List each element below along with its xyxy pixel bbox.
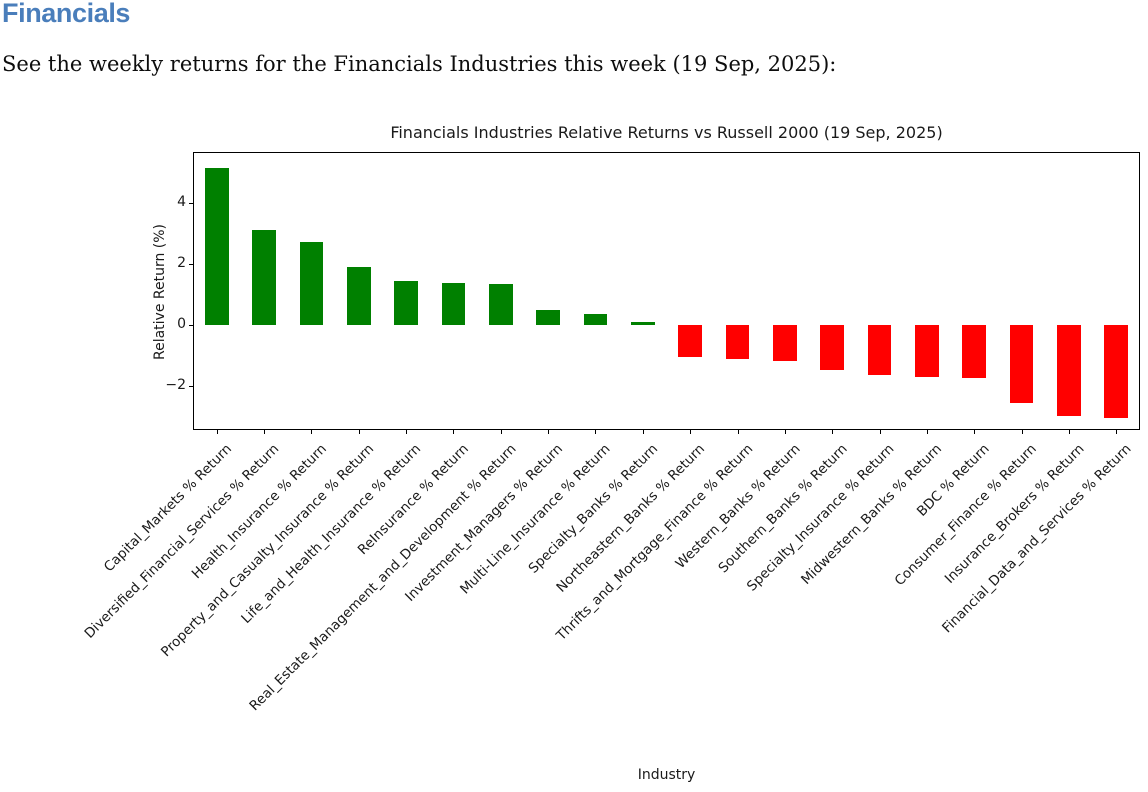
x-tick [784, 430, 786, 434]
x-tick [264, 430, 266, 434]
bar [1009, 324, 1034, 403]
bar [630, 322, 655, 325]
y-tick [189, 385, 193, 387]
x-tick [1021, 430, 1023, 434]
bar [678, 324, 702, 357]
x-tick [406, 430, 408, 434]
bar [536, 310, 560, 325]
x-tick [737, 430, 739, 434]
x-tick [358, 430, 360, 434]
x-tick [1068, 430, 1070, 434]
bar [725, 324, 750, 359]
x-tick [216, 430, 218, 434]
y-tick-label: 4 [177, 193, 186, 210]
x-tick [974, 430, 976, 434]
x-tick [1116, 430, 1118, 434]
x-tick [832, 430, 834, 434]
bar [299, 242, 324, 325]
bar [583, 313, 608, 325]
page-title: Financials [2, 0, 131, 28]
x-tick-label: Life_and_Health_Insurance % Return [238, 441, 425, 627]
x-tick [453, 430, 455, 434]
y-tick-label: 2 [177, 254, 186, 271]
bar [441, 283, 466, 325]
y-tick-label: 0 [177, 315, 186, 332]
x-tick [926, 430, 928, 434]
plot-area [193, 152, 1140, 430]
bar [252, 230, 276, 325]
y-tick [189, 263, 193, 265]
x-tick [548, 430, 550, 434]
bar [1057, 324, 1081, 417]
chart-title: Financials Industries Relative Returns v… [390, 123, 943, 142]
y-tick [189, 202, 193, 204]
y-tick-label: −2 [165, 376, 186, 393]
x-tick [595, 430, 597, 434]
x-tick [311, 430, 313, 434]
bar [488, 283, 513, 325]
intro-text: See the weekly returns for the Financial… [2, 52, 837, 76]
bar [204, 167, 229, 325]
bar [1104, 324, 1129, 418]
x-tick [642, 430, 644, 434]
x-tick [500, 430, 502, 434]
bar [962, 324, 987, 379]
x-tick [690, 430, 692, 434]
y-tick [189, 324, 193, 326]
bar [867, 324, 892, 376]
bar [820, 324, 845, 371]
bar [915, 324, 939, 377]
bar [394, 281, 418, 325]
bar [773, 324, 797, 361]
x-axis-label: Industry [637, 767, 696, 783]
x-tick [879, 430, 881, 434]
bar [346, 266, 371, 325]
